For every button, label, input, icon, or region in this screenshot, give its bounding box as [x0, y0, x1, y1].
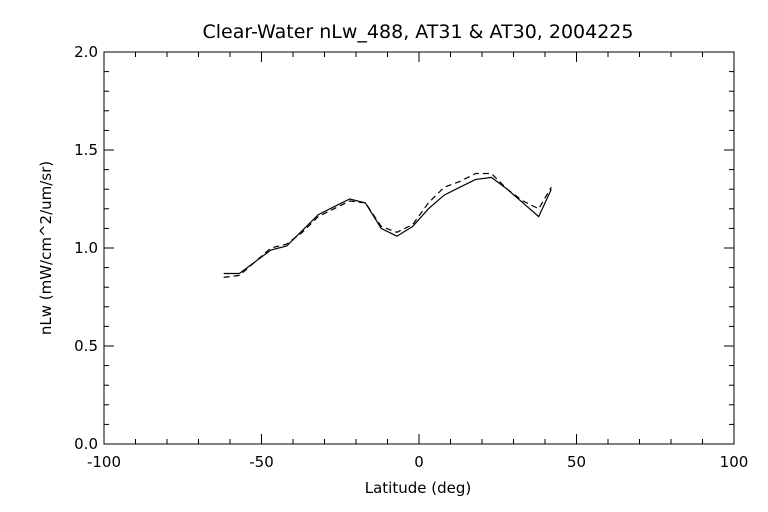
series-solid-line [223, 176, 552, 275]
chart-title: Clear-Water nLw_488, AT31 & AT30, 200422… [203, 21, 634, 43]
x-axis-label: Latitude (deg) [365, 479, 471, 497]
series-dashed-line [223, 172, 552, 278]
y-tick-labels: 0.0 0.5 1.0 1.5 2.0 [74, 43, 98, 453]
x-tick-label: -100 [87, 453, 121, 471]
x-tick-label: 50 [567, 453, 586, 471]
series-lines [223, 172, 552, 278]
axis-ticks [103, 51, 735, 445]
y-tick-label: 1.0 [74, 239, 98, 257]
plot-frame [103, 51, 735, 445]
y-tick-label: 1.5 [74, 141, 98, 159]
y-axis-label: nLw (mW/cm^2/um/sr) [37, 161, 55, 335]
y-tick-label: 0.0 [74, 435, 98, 453]
x-tick-labels: -100 -50 0 50 100 [87, 453, 748, 471]
x-tick-label: -50 [249, 453, 274, 471]
x-tick-label: 100 [720, 453, 749, 471]
y-tick-label: 2.0 [74, 43, 98, 61]
y-tick-label: 0.5 [74, 337, 98, 355]
x-tick-label: 0 [414, 453, 424, 471]
